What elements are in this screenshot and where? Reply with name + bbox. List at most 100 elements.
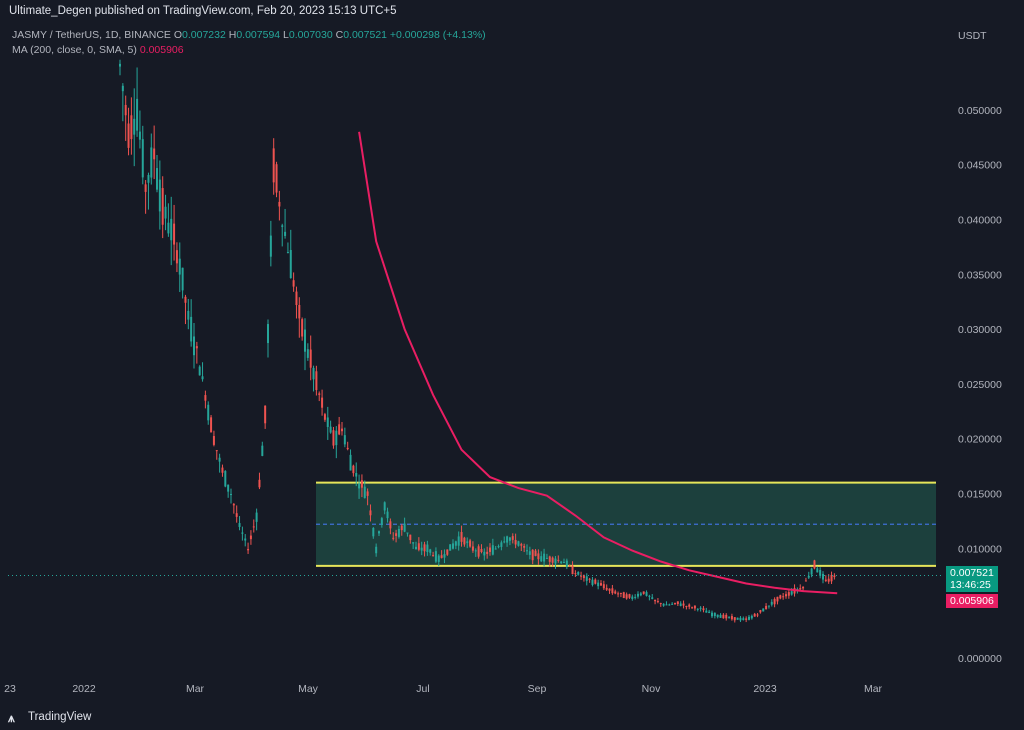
candle-body [637, 593, 639, 597]
candle-body [198, 366, 201, 376]
candle-body [227, 484, 230, 492]
candle-body [284, 231, 287, 236]
candle-body [779, 595, 782, 599]
x-tick-label: Mar [864, 683, 883, 695]
candle-body [830, 574, 833, 582]
x-tick-label: Nov [642, 683, 661, 695]
high-value: 0.007594 [236, 29, 281, 41]
footer-brand[interactable]: TradingView [28, 711, 92, 723]
candle-body [423, 544, 426, 552]
open-label: O [173, 29, 183, 41]
candle-body [201, 376, 204, 380]
candle-body [676, 601, 679, 604]
candle-body [466, 541, 469, 543]
candle-body [443, 554, 446, 558]
candle-body [326, 417, 329, 427]
candle-body [557, 559, 560, 561]
candle-body [309, 349, 312, 368]
candle-body [315, 371, 318, 391]
currency-label[interactable]: USDT [958, 30, 987, 42]
candle-body [469, 540, 472, 547]
candle-body [716, 614, 719, 618]
candle-body [247, 549, 250, 551]
candle-body [531, 549, 534, 561]
candle-body [389, 521, 392, 529]
footer: ⩚ TradingView [0, 706, 1024, 730]
open-value: 0.007232 [182, 29, 226, 41]
candle-body [614, 591, 617, 594]
candle-body [178, 258, 181, 275]
candle-body [782, 596, 785, 598]
candle-body [338, 424, 341, 435]
symbol-name[interactable]: JASMY / TetherUS, 1D, BINANCE [12, 29, 171, 41]
candle-body [696, 608, 699, 610]
candle-body [400, 525, 403, 531]
candle-body [193, 336, 195, 356]
candle-body [474, 550, 477, 552]
candle-body [355, 472, 358, 477]
candle-body [406, 532, 409, 534]
ma-value: 0.005906 [139, 44, 184, 56]
candle-body [756, 614, 759, 616]
candle-body [656, 601, 659, 603]
candle-body [699, 607, 702, 609]
candle-body [190, 316, 193, 342]
candle-body [212, 436, 215, 445]
candle-body [386, 511, 389, 519]
candle-body [517, 541, 520, 546]
candle-body [278, 201, 281, 207]
candle-body [335, 430, 338, 446]
candle-body [813, 560, 816, 569]
candle-body [204, 395, 207, 401]
candle-body [235, 513, 238, 517]
low-label: L [283, 29, 289, 41]
ma-legend[interactable]: MA (200, close, 0, SMA, 5) 0.005906 [12, 44, 184, 56]
candle-body [489, 547, 491, 552]
y-tick-label: 0.040000 [958, 214, 1002, 226]
candle-body [138, 131, 141, 140]
candle-body [736, 617, 739, 620]
x-tick-label: Mar [186, 683, 205, 695]
candle-body [554, 558, 557, 564]
candle-body [534, 550, 537, 556]
tradingview-logo-icon[interactable]: ⩚ [8, 711, 15, 725]
x-tick-label: Sep [528, 683, 547, 695]
candle-body [833, 575, 836, 578]
candle-body [759, 610, 762, 613]
price-series [119, 59, 836, 623]
last-price-value: 0.007521 [950, 567, 994, 579]
candle-body [804, 580, 807, 582]
candle-body [463, 537, 466, 545]
y-tick-label: 0.025000 [958, 379, 1002, 391]
candle-body [565, 560, 568, 567]
candle-body [619, 592, 622, 594]
candle-body [591, 579, 594, 585]
candle-body [383, 502, 386, 511]
candle-body [409, 534, 412, 541]
candle-body [560, 561, 563, 563]
candle-body [119, 63, 121, 67]
candle-body [164, 206, 167, 219]
price-chart[interactable]: 0.050000 0.045000 0.040000 0.035000 0.030000… [0, 0, 1024, 706]
symbol-legend[interactable]: JASMY / TetherUS, 1D, BINANCE O0.007232 … [12, 29, 486, 41]
candle-body [528, 551, 531, 555]
candle-body [819, 569, 822, 576]
candle-body [249, 535, 252, 540]
candle-body [750, 615, 753, 619]
candle-body [514, 539, 517, 545]
range-zone [316, 481, 936, 567]
ma-label[interactable]: MA (200, close, 0, SMA, 5) [12, 44, 137, 56]
candle-body [232, 504, 235, 506]
x-tick-label: May [298, 683, 319, 695]
candle-body [563, 562, 565, 564]
candle-body [816, 568, 819, 573]
candle-body [491, 545, 494, 555]
candle-body [597, 582, 600, 587]
candle-body [412, 542, 415, 544]
candle-body [238, 523, 241, 527]
candle-body [500, 542, 503, 547]
candle-body [292, 280, 295, 287]
low-value: 0.007030 [288, 29, 333, 41]
candle-body [671, 603, 674, 605]
candle-body [799, 588, 802, 590]
